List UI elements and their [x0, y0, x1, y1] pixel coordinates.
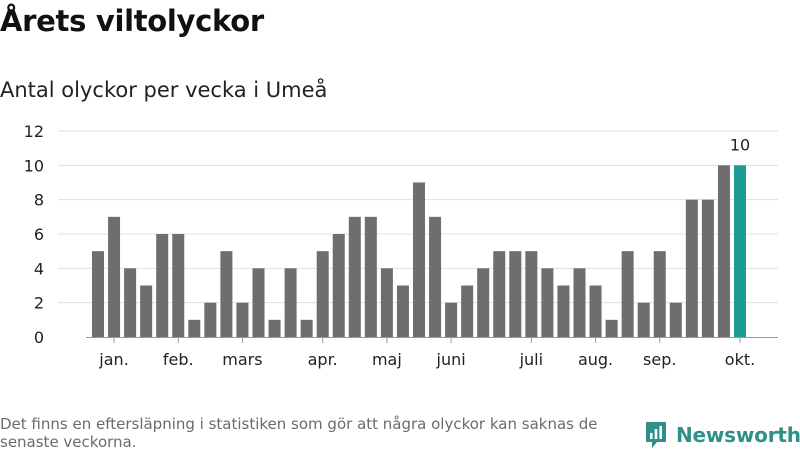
newsworthy-bars-icon	[646, 422, 666, 448]
x-tick-label: juni	[436, 350, 466, 369]
y-tick-label: 8	[34, 191, 44, 210]
bar	[124, 268, 137, 337]
x-tick-label: jan.	[98, 350, 128, 369]
bar	[172, 234, 185, 337]
bar	[92, 251, 104, 337]
y-tick-label: 6	[34, 225, 44, 244]
brand-name: Newsworthy	[676, 423, 800, 447]
bar	[525, 251, 538, 337]
bar	[621, 251, 634, 337]
bar	[188, 319, 201, 337]
bar	[380, 268, 393, 337]
brand-logo: Newsworthy	[644, 420, 800, 450]
bar	[348, 216, 361, 337]
bar	[637, 302, 650, 337]
y-tick-label: 0	[34, 328, 44, 347]
bar	[252, 268, 265, 337]
bar	[509, 251, 522, 337]
bar	[669, 302, 682, 337]
y-tick-label: 2	[34, 294, 44, 313]
x-tick-label: maj	[372, 350, 402, 369]
bar	[717, 165, 730, 337]
x-tick-label: feb.	[163, 350, 194, 369]
bar	[108, 216, 121, 337]
bar	[332, 234, 345, 337]
x-tick-label: apr.	[308, 350, 338, 369]
bar	[493, 251, 506, 337]
x-tick-label: okt.	[725, 350, 755, 369]
bar	[220, 251, 233, 337]
bar	[284, 268, 297, 337]
bar	[156, 234, 169, 337]
bar	[701, 199, 714, 337]
bar	[140, 285, 153, 337]
x-tick-label: juli	[519, 350, 543, 369]
bar	[685, 199, 698, 337]
bar-highlight	[734, 165, 746, 337]
bar	[316, 251, 329, 337]
bar	[605, 319, 618, 337]
chart-title: Årets viltolyckor	[0, 4, 264, 38]
bar	[413, 182, 425, 337]
bar	[364, 216, 377, 337]
bar	[557, 285, 570, 337]
bar	[268, 319, 281, 337]
bar	[445, 302, 458, 337]
y-tick-label: 10	[24, 156, 44, 175]
bar	[429, 216, 442, 337]
chart-subtitle: Antal olyckor per vecka i Umeå	[0, 78, 328, 102]
data-label: 10	[730, 135, 750, 154]
bar	[204, 302, 217, 337]
footnote: Det finns en eftersläpning i statistiken…	[0, 415, 598, 451]
bar	[573, 268, 586, 337]
bar	[541, 268, 554, 337]
bar	[477, 268, 490, 337]
bar	[396, 285, 409, 337]
bar	[653, 251, 666, 337]
bar	[461, 285, 474, 337]
bar	[300, 319, 313, 337]
bar-chart: 0 2 4 6 8 10 12 10 jan. feb. mars apr. maj juni juli au…	[24, 122, 778, 369]
x-tick-label: mars	[222, 350, 262, 369]
bar	[236, 302, 249, 337]
y-tick-label: 4	[34, 259, 44, 278]
bar	[589, 285, 602, 337]
y-tick-label: 12	[24, 122, 44, 141]
x-tick-label: sep.	[643, 350, 676, 369]
x-tick-label: aug.	[578, 350, 613, 369]
